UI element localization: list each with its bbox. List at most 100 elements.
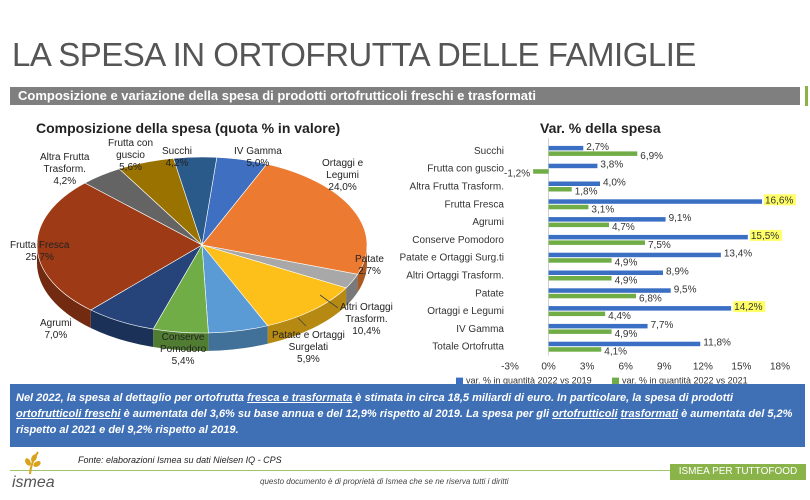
pie-chart <box>36 156 368 351</box>
data-label: 11,8% <box>703 338 731 349</box>
description-text: Nel 2022, la spesa al dettaglio per orto… <box>16 390 801 438</box>
x-tick-label: -3% <box>501 362 519 373</box>
category-label: Conserve Pomodoro <box>412 235 504 246</box>
data-label: 16,6% <box>765 195 793 206</box>
data-label: 4,0% <box>603 178 626 189</box>
subtitle-bar <box>10 87 800 105</box>
label-highlight <box>764 194 796 206</box>
bar-vs2019 <box>548 163 598 169</box>
data-label: 3,1% <box>591 204 614 215</box>
bar-vs2019 <box>548 288 671 293</box>
category-label: IV Gamma <box>456 324 504 335</box>
page-title: LA SPESA IN ORTOFRUTTA DELLE FAMIGLIE <box>12 36 696 73</box>
pie-label-line: Agrumi <box>40 318 72 329</box>
legend-swatch <box>612 377 619 385</box>
pie-side-altri-ortaggi-trasform- <box>267 287 347 344</box>
data-label: -1,2% <box>504 169 530 180</box>
data-label: 9,5% <box>674 284 697 295</box>
bar-vs2019 <box>548 145 584 151</box>
bar-vs2021 <box>548 240 645 245</box>
pie-label-frutta-fresca: Frutta Fresca 25,7% <box>10 240 69 264</box>
pie-label-agrumi: Agrumi 7,0% <box>40 318 72 342</box>
pie-label-succhi: Succhi 4,2% <box>162 146 192 170</box>
pie-label-line: Pomodoro <box>160 344 207 355</box>
category-label: Altra Frutta Trasform. <box>410 182 504 193</box>
pie-label-conserve-pomodoro: Conserve Pomodoro 5,4% <box>160 332 206 368</box>
pie-label-line: 5,9% <box>297 354 320 365</box>
leader-line <box>319 294 339 309</box>
data-label: 6,8% <box>639 293 662 304</box>
pie-label-line: Patate e Ortaggi <box>272 330 345 341</box>
bar-vs2021 <box>548 204 589 210</box>
bar-vs2021 <box>548 293 636 299</box>
pie-label-altri-ortaggi-trasform-: Altri Ortaggi Trasform. 10,4% <box>340 302 393 338</box>
pie-label-line: Trasform. <box>43 164 86 175</box>
category-label: Agrumi <box>472 217 504 228</box>
data-label: 2,7% <box>586 142 609 153</box>
category-label: Frutta con guscio <box>427 164 504 175</box>
data-label: 4,9% <box>615 329 638 340</box>
x-tick-label: 3% <box>580 362 595 373</box>
data-label: 14,2% <box>734 302 762 313</box>
data-label: 7,5% <box>648 240 671 251</box>
ownership-note: questo documento è di proprietà di Ismea… <box>260 477 509 486</box>
pie-chart-title: Composizione della spesa (quota % in val… <box>36 120 341 136</box>
x-tick-label: 6% <box>618 362 633 373</box>
pie-label-line: Trasform. <box>345 314 388 325</box>
bar-vs2019 <box>548 323 648 329</box>
x-tick-label: 18% <box>770 362 790 373</box>
legend-label: var. % in quantità 2022 vs 2021 <box>622 376 748 386</box>
data-label: 4,1% <box>604 347 627 358</box>
bar-vs2019 <box>548 217 666 222</box>
bar-vs2019 <box>548 306 732 311</box>
label-highlight <box>733 301 766 313</box>
pie-label-line: 5,6% <box>119 162 142 173</box>
pie-slice-succhi <box>173 156 218 246</box>
pie-label-line: 7,0% <box>44 330 68 341</box>
bar-vs2019 <box>548 181 600 186</box>
bar-vs2019 <box>548 199 762 204</box>
data-label: 4,4% <box>608 311 631 322</box>
pie-label-line: Succhi <box>162 146 193 157</box>
data-label: 3,8% <box>600 160 623 171</box>
pie-side-conserve-pomodoro <box>153 329 209 351</box>
category-label: Succhi <box>474 146 504 157</box>
legend-label: var. % in quantità 2022 vs 2019 <box>466 376 592 386</box>
pie-label-line: 25,7% <box>25 252 54 263</box>
x-tick-label: 12% <box>693 362 713 373</box>
pie-label-line: 5,4% <box>171 356 195 367</box>
pie-label-line: Altri Ortaggi <box>340 302 393 313</box>
logo: ismea <box>10 448 70 498</box>
category-label: Frutta Fresca <box>445 199 505 210</box>
pie-label-line: Frutta Fresca <box>10 240 70 251</box>
pie-label-line: 4,2% <box>53 176 77 187</box>
data-label: 4,7% <box>612 222 635 233</box>
bar-vs2021 <box>548 311 606 317</box>
pie-label-line: Frutta con <box>108 138 154 149</box>
leader-line <box>297 317 307 327</box>
text-run: è aumentata del 5,2% rispetto al 2021 e … <box>16 408 793 436</box>
pie-label-iv-gamma: IV Gamma 5,0% <box>234 146 282 170</box>
category-label: Ortaggi e Legumi <box>427 306 504 317</box>
data-label: 7,7% <box>651 320 674 331</box>
wheat-logo-icon <box>25 451 41 475</box>
pie-slice-frutta-fresca <box>36 182 203 311</box>
label-highlight <box>749 229 782 241</box>
text-run: è aumentata del 3,6% su base annua e del… <box>120 408 553 420</box>
data-label: 4,9% <box>615 276 638 287</box>
logo-text: ismea <box>12 474 55 491</box>
pie-label-line: Conserve <box>161 332 205 343</box>
pie-label-line: 4,2% <box>165 158 189 169</box>
category-label: Altri Ortaggi Trasform. <box>406 271 504 282</box>
accent-rule <box>805 86 808 106</box>
pie-label-line: IV Gamma <box>234 146 282 157</box>
event-badge: ISMEA PER TUTTOFOOD <box>670 464 806 480</box>
pie-label-line: 2,7% <box>358 266 381 277</box>
footer-rule <box>10 470 805 471</box>
page-subtitle: Composizione e variazione della spesa di… <box>18 88 536 103</box>
bar-vs2021 <box>548 258 612 263</box>
pie-label-line: Ortaggi e <box>322 158 364 169</box>
bar-vs2021 <box>548 187 572 192</box>
pie-slice-altri-ortaggi-trasform- <box>201 244 347 327</box>
data-label: 13,4% <box>724 249 752 260</box>
